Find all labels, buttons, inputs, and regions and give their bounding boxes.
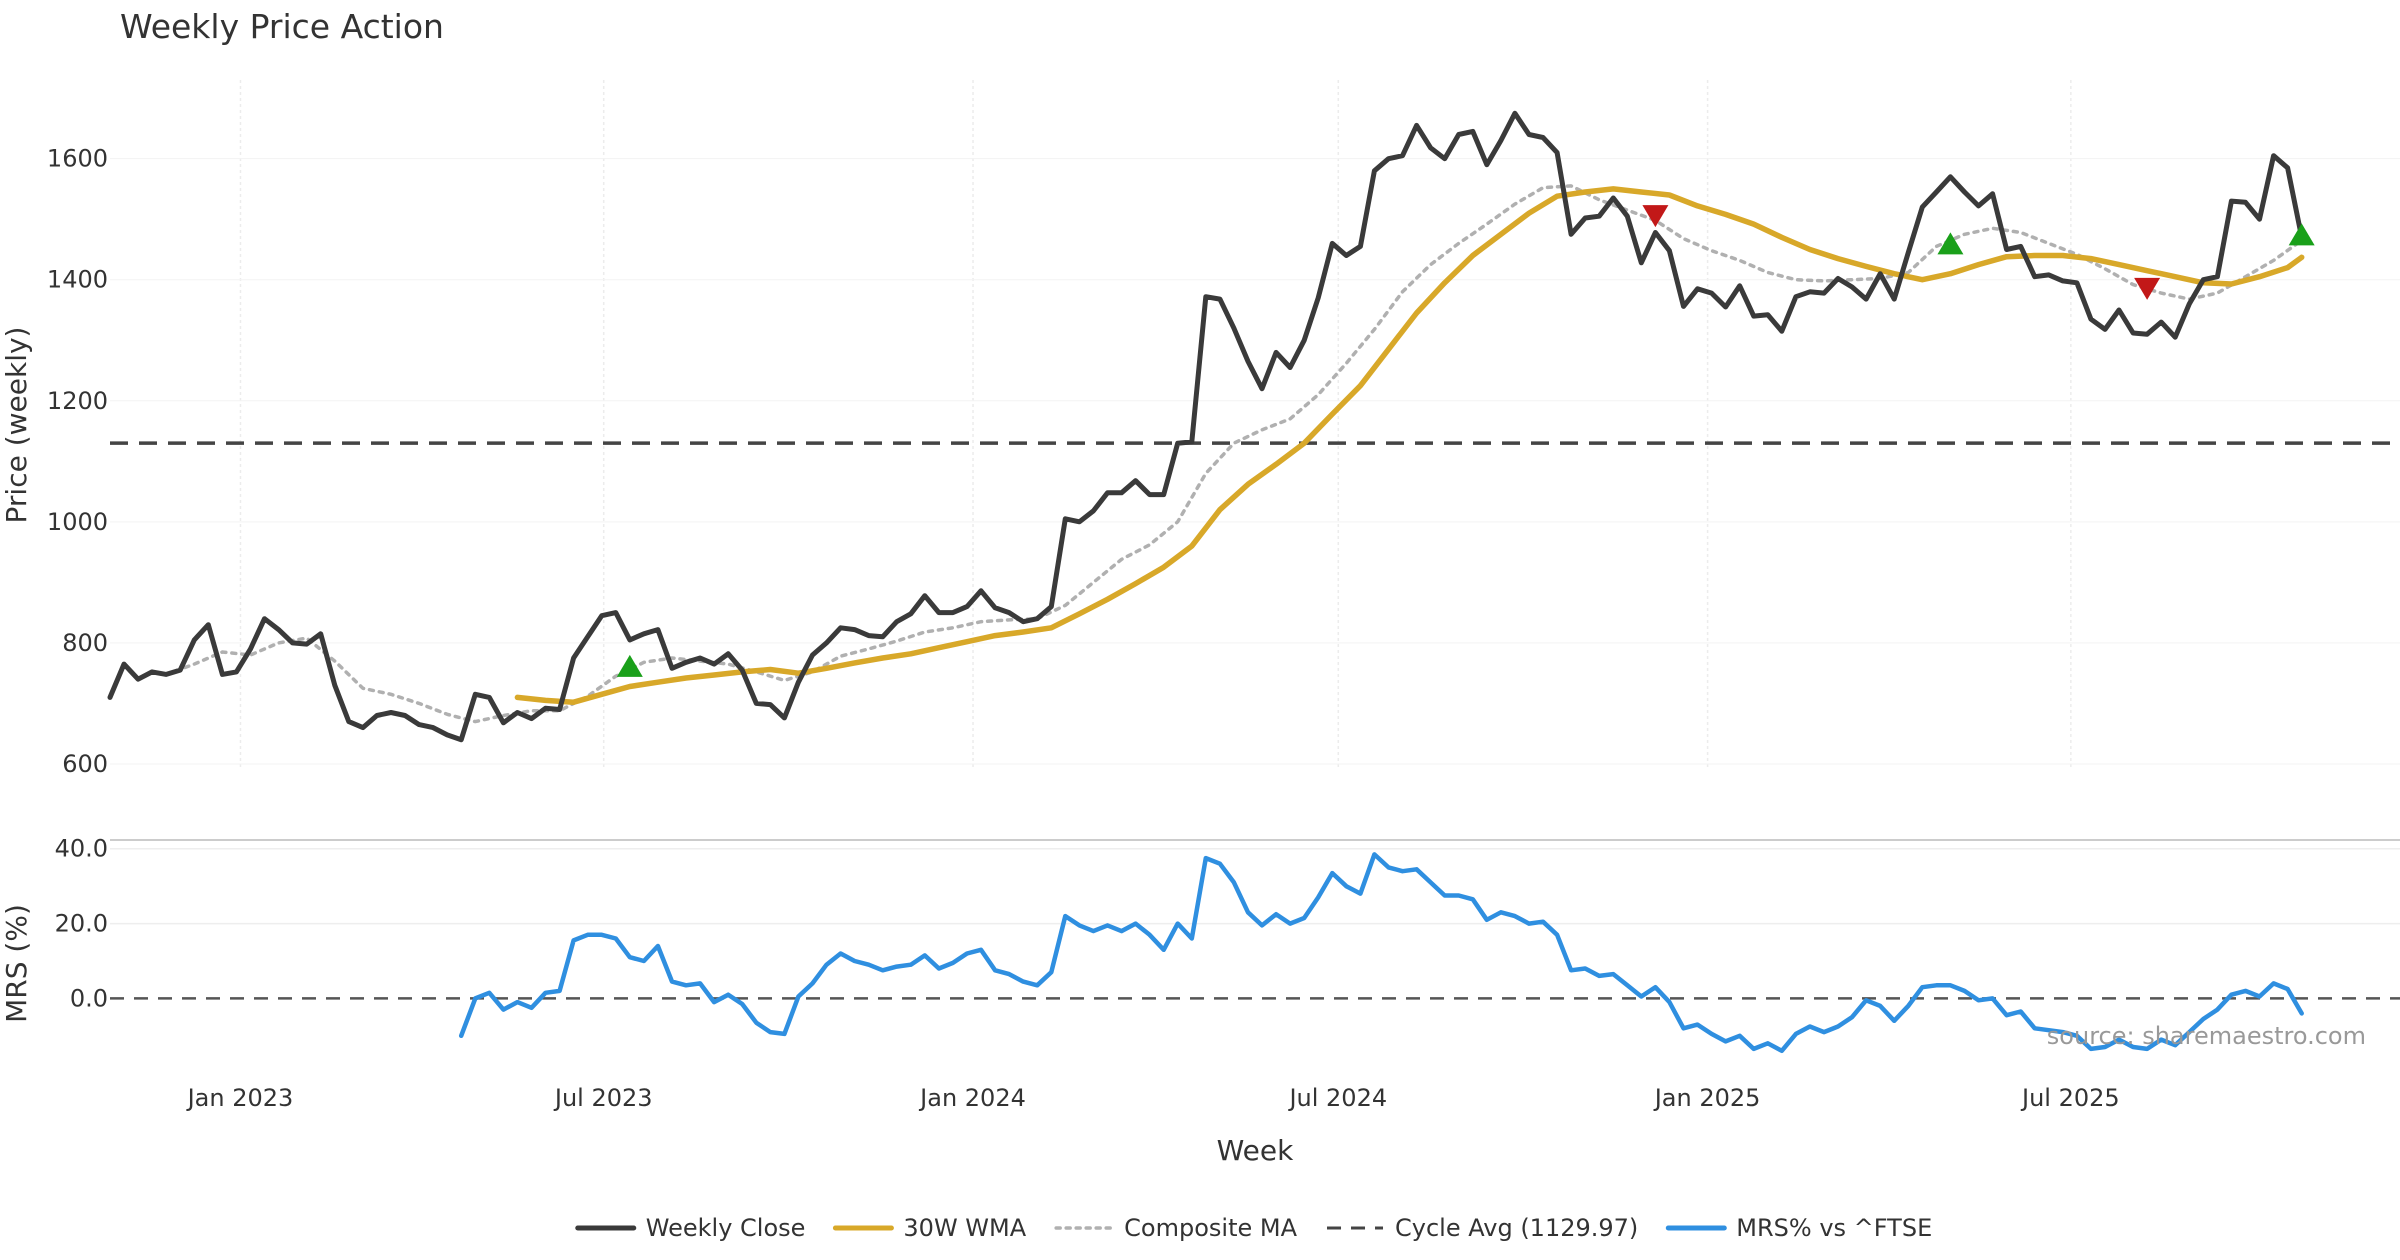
legend-entry: MRS% vs ^FTSE bbox=[1665, 1214, 1932, 1242]
chart-title: Weekly Price Action bbox=[120, 7, 444, 46]
mrs-y-tick-label: 0.0 bbox=[70, 984, 108, 1012]
sell-signal-marker bbox=[1642, 205, 1669, 228]
price-y-axis-label: Price (weekly) bbox=[0, 327, 33, 524]
x-tick-label: Jul 2025 bbox=[2020, 1084, 2120, 1112]
legend-entry: 30W WMA bbox=[832, 1214, 1027, 1242]
mrs-y-tick-label: 20.0 bbox=[55, 910, 108, 938]
legend-entry: Weekly Close bbox=[575, 1214, 806, 1242]
price-y-tick-label: 600 bbox=[62, 750, 108, 778]
series-mrs-line bbox=[458, 852, 2304, 1054]
series-30w-wma-line bbox=[514, 186, 2305, 705]
legend-label: MRS% vs ^FTSE bbox=[1736, 1214, 1932, 1242]
price-panel: 600 800 1000 1200 1400 1600 Price (weekly) bbox=[0, 80, 2400, 778]
x-tick-label: Jan 2023 bbox=[186, 1084, 294, 1112]
legend-label: Weekly Close bbox=[646, 1214, 806, 1242]
x-tick-label: Jul 2023 bbox=[553, 1084, 653, 1112]
source-text: source: sharemaestro.com bbox=[2047, 1022, 2366, 1050]
x-axis-label: Week bbox=[1217, 1134, 1294, 1167]
price-y-tick-label: 1600 bbox=[47, 145, 108, 173]
x-tick-label: Jul 2024 bbox=[1287, 1084, 1387, 1112]
sell-signal-marker bbox=[2134, 277, 2161, 300]
mrs-panel: 0.0 20.0 40.0 MRS (%) bbox=[0, 835, 2400, 1054]
mrs-y-tick-label: 40.0 bbox=[55, 835, 108, 863]
buy-signal-marker bbox=[616, 654, 643, 677]
legend-entry: Composite MA bbox=[1054, 1214, 1298, 1242]
price-y-tick-label: 800 bbox=[62, 629, 108, 657]
legend: Weekly Close 30W WMA Composite MA Cycle Avg… bbox=[575, 1214, 1932, 1242]
legend-entry: Cycle Avg (1129.97) bbox=[1327, 1214, 1638, 1242]
price-y-tick-label: 1200 bbox=[47, 387, 108, 415]
buy-signal-marker bbox=[1937, 232, 1964, 255]
buy-signal-marker bbox=[2288, 223, 2315, 246]
legend-label: Composite MA bbox=[1124, 1214, 1297, 1242]
x-tick-label: Jan 2025 bbox=[1653, 1084, 1761, 1112]
legend-label: 30W WMA bbox=[903, 1214, 1026, 1242]
price-y-tick-label: 1000 bbox=[47, 508, 108, 536]
series-weekly-close-line bbox=[107, 110, 2305, 743]
mrs-y-axis-label: MRS (%) bbox=[0, 904, 33, 1023]
x-axis: Jan 2023 Jul 2023 Jan 2024 Jul 2024 Jan 2025… bbox=[186, 1084, 2120, 1112]
legend-label: Cycle Avg (1129.97) bbox=[1395, 1214, 1638, 1242]
price-y-tick-label: 1400 bbox=[47, 266, 108, 294]
x-tick-label: Jan 2024 bbox=[918, 1084, 1026, 1112]
